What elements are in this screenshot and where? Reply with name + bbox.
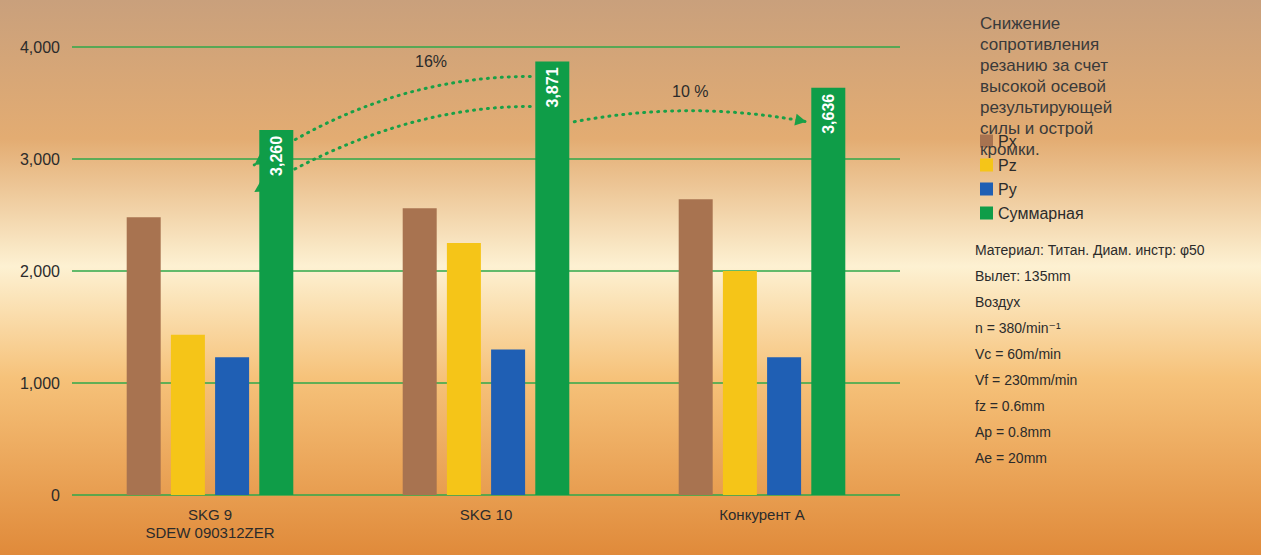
svg-text:10 %: 10 % — [672, 83, 708, 100]
svg-text:силы и острой: силы и острой — [980, 119, 1098, 138]
svg-text:n = 380/min⁻¹: n = 380/min⁻¹ — [975, 320, 1061, 336]
svg-text:SDEW 090312ZER: SDEW 090312ZER — [145, 524, 274, 541]
svg-text:fz = 0.6mm: fz = 0.6mm — [975, 398, 1045, 414]
svg-text:Снижение: Снижение — [980, 14, 1065, 33]
svg-text:Вылет: 135mm: Вылет: 135mm — [975, 268, 1071, 284]
svg-text:3,871: 3,871 — [544, 67, 561, 107]
svg-text:SKG 10: SKG 10 — [460, 506, 513, 523]
svg-text:Ae = 20mm: Ae = 20mm — [975, 450, 1047, 466]
svg-text:3,260: 3,260 — [268, 136, 285, 176]
svg-text:кромки.: кромки. — [980, 140, 1040, 159]
svg-text:результирующей: результирующей — [980, 98, 1117, 117]
svg-text:3,636: 3,636 — [820, 94, 837, 134]
svg-text:Pz: Pz — [998, 157, 1017, 174]
svg-text:Py: Py — [998, 181, 1017, 198]
svg-text:сопротивления: сопротивления — [980, 35, 1104, 54]
svg-text:Vf = 230mm/min: Vf = 230mm/min — [975, 372, 1077, 388]
svg-text:4,000: 4,000 — [20, 39, 60, 56]
svg-text:0: 0 — [51, 487, 60, 504]
svg-text:16%: 16% — [415, 53, 447, 70]
svg-text:высокой осевой: высокой осевой — [980, 77, 1111, 96]
svg-text:Суммарная: Суммарная — [998, 205, 1084, 222]
svg-text:Конкурент A: Конкурент A — [719, 506, 804, 523]
svg-text:3,000: 3,000 — [20, 151, 60, 168]
svg-text:Воздух: Воздух — [975, 294, 1020, 310]
svg-text:резанию за счет: резанию за счет — [980, 56, 1113, 75]
svg-text:Ap = 0.8mm: Ap = 0.8mm — [975, 424, 1051, 440]
svg-text:Vc = 60m/min: Vc = 60m/min — [975, 346, 1061, 362]
svg-text:1,000: 1,000 — [20, 375, 60, 392]
svg-text:Материал: Титан. Диам. инстр:: Материал: Титан. Диам. инстр: φ50 — [975, 242, 1205, 258]
svg-text:2,000: 2,000 — [20, 263, 60, 280]
svg-text:SKG 9: SKG 9 — [188, 506, 232, 523]
